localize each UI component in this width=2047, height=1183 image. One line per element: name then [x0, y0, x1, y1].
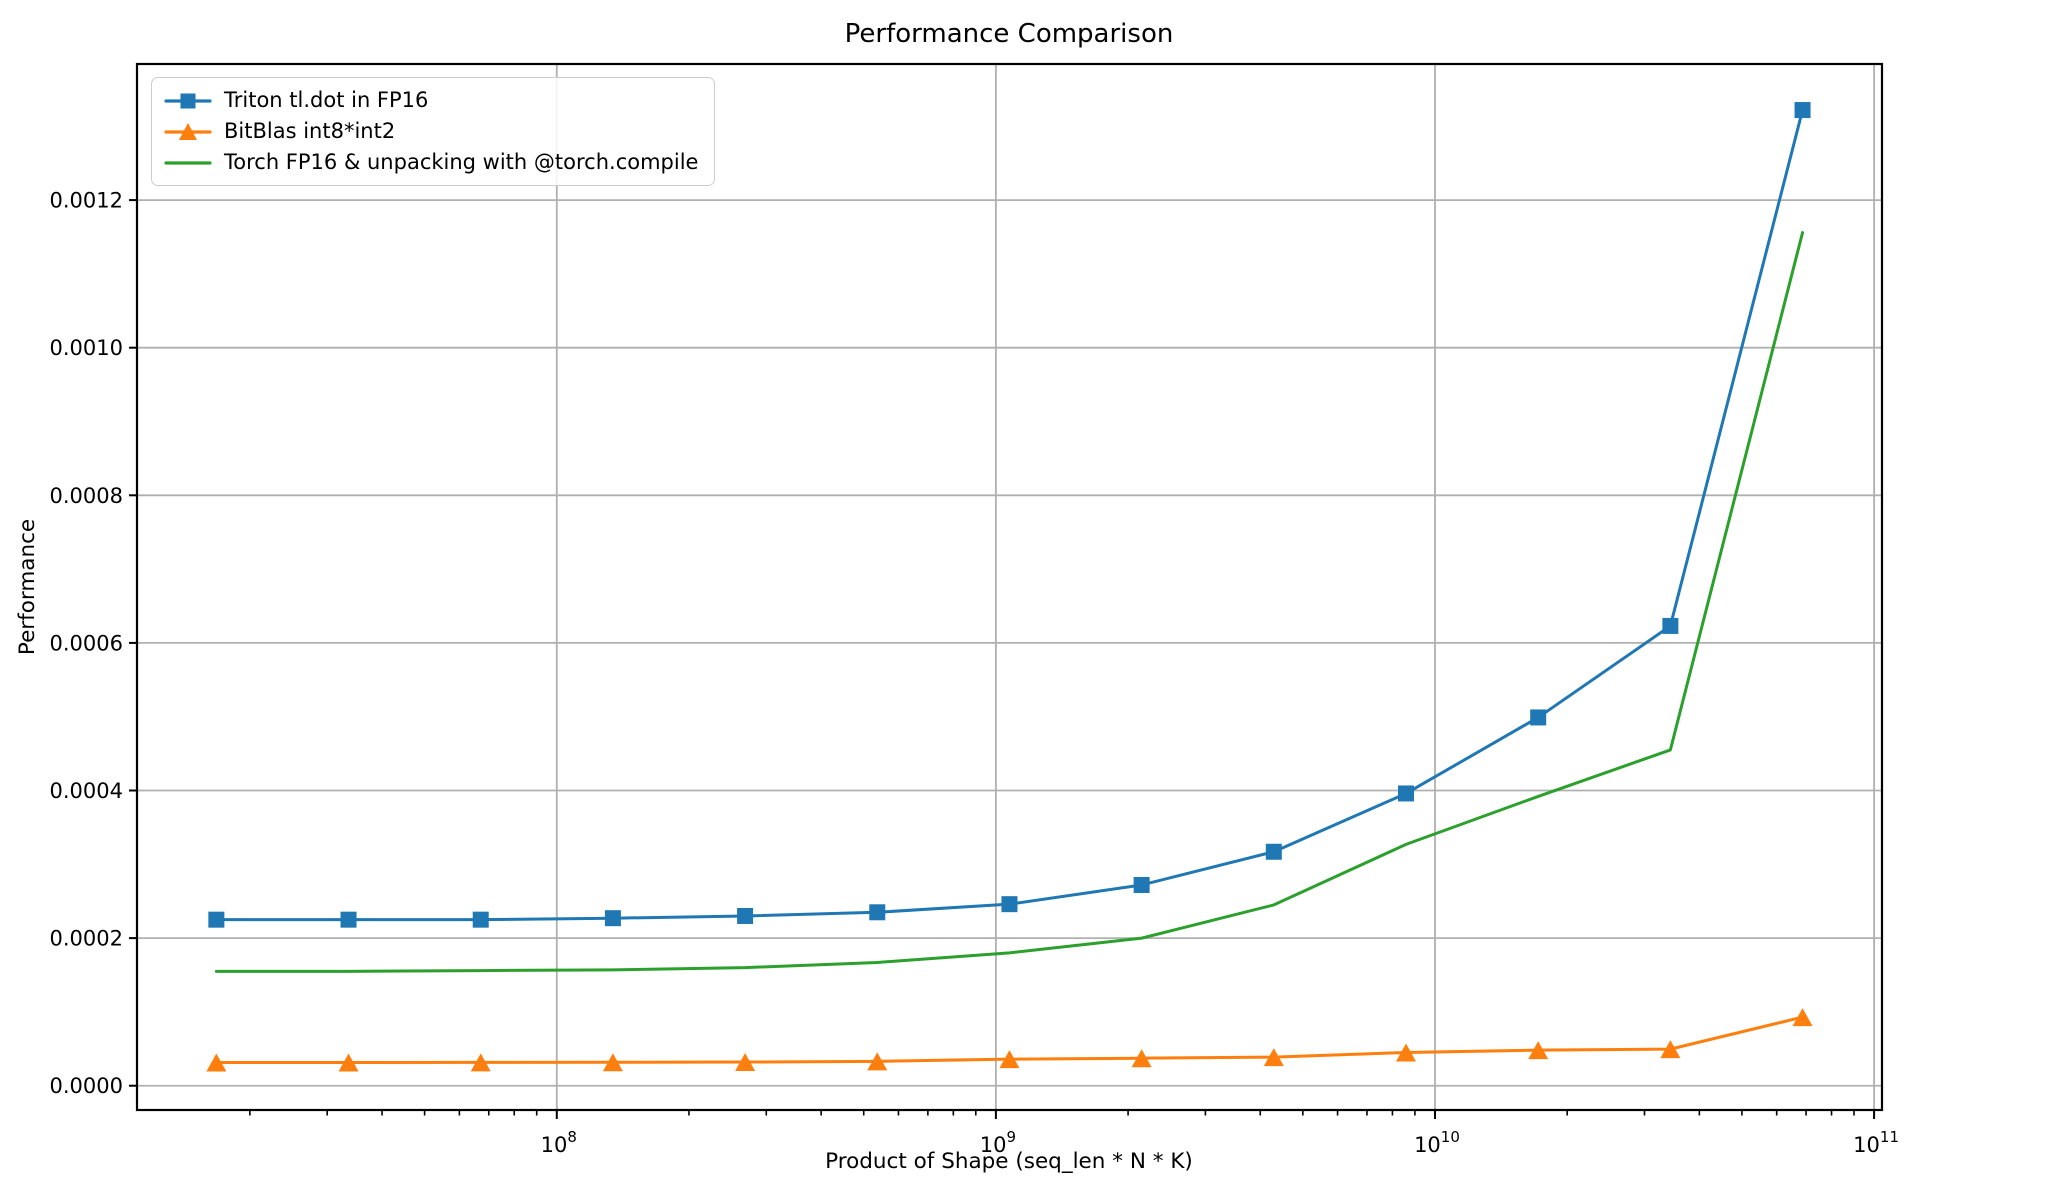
legend-item-label: Torch FP16 & unpacking with @torch.compi…	[224, 150, 699, 174]
chart-title: Performance Comparison	[845, 19, 1174, 49]
svg-text:0.0012: 0.0012	[50, 189, 123, 213]
axes	[129, 62, 1884, 1119]
grid-lines	[137, 64, 1882, 1110]
legend: Triton tl.dot in FP16 BitBlas int8*int2 To…	[151, 77, 716, 186]
tick-labels: 0.0000 0.0002 0.0004 0.0006 0.0008 0.0010 0.00…	[50, 189, 1899, 1157]
y-axis-label: Performance	[15, 519, 40, 655]
legend-line-sample	[164, 160, 212, 165]
legend-item: Triton tl.dot in FP16	[164, 85, 698, 116]
legend-line-sample	[164, 122, 212, 140]
svg-text:0.0002: 0.0002	[50, 927, 123, 951]
legend-item-label: BitBlas int8*int2	[224, 119, 396, 143]
legend-item: BitBlas int8*int2	[164, 116, 698, 147]
legend-item-label: Triton tl.dot in FP16	[224, 88, 429, 112]
x-axis-label: Product of Shape (seq_len * N * K)	[825, 1149, 1193, 1174]
data-series	[206, 102, 1813, 1072]
svg-text:1011: 1011	[1853, 1128, 1899, 1157]
legend-line-sample	[164, 93, 212, 108]
svg-text:108: 108	[541, 1128, 577, 1157]
svg-text:0.0010: 0.0010	[50, 336, 123, 360]
legend-item: Torch FP16 & unpacking with @torch.compi…	[164, 147, 698, 178]
svg-text:0.0000: 0.0000	[50, 1074, 123, 1098]
svg-text:0.0008: 0.0008	[50, 484, 123, 508]
svg-text:1010: 1010	[1414, 1128, 1460, 1157]
svg-text:0.0004: 0.0004	[50, 779, 123, 803]
svg-text:0.0006: 0.0006	[50, 631, 123, 655]
